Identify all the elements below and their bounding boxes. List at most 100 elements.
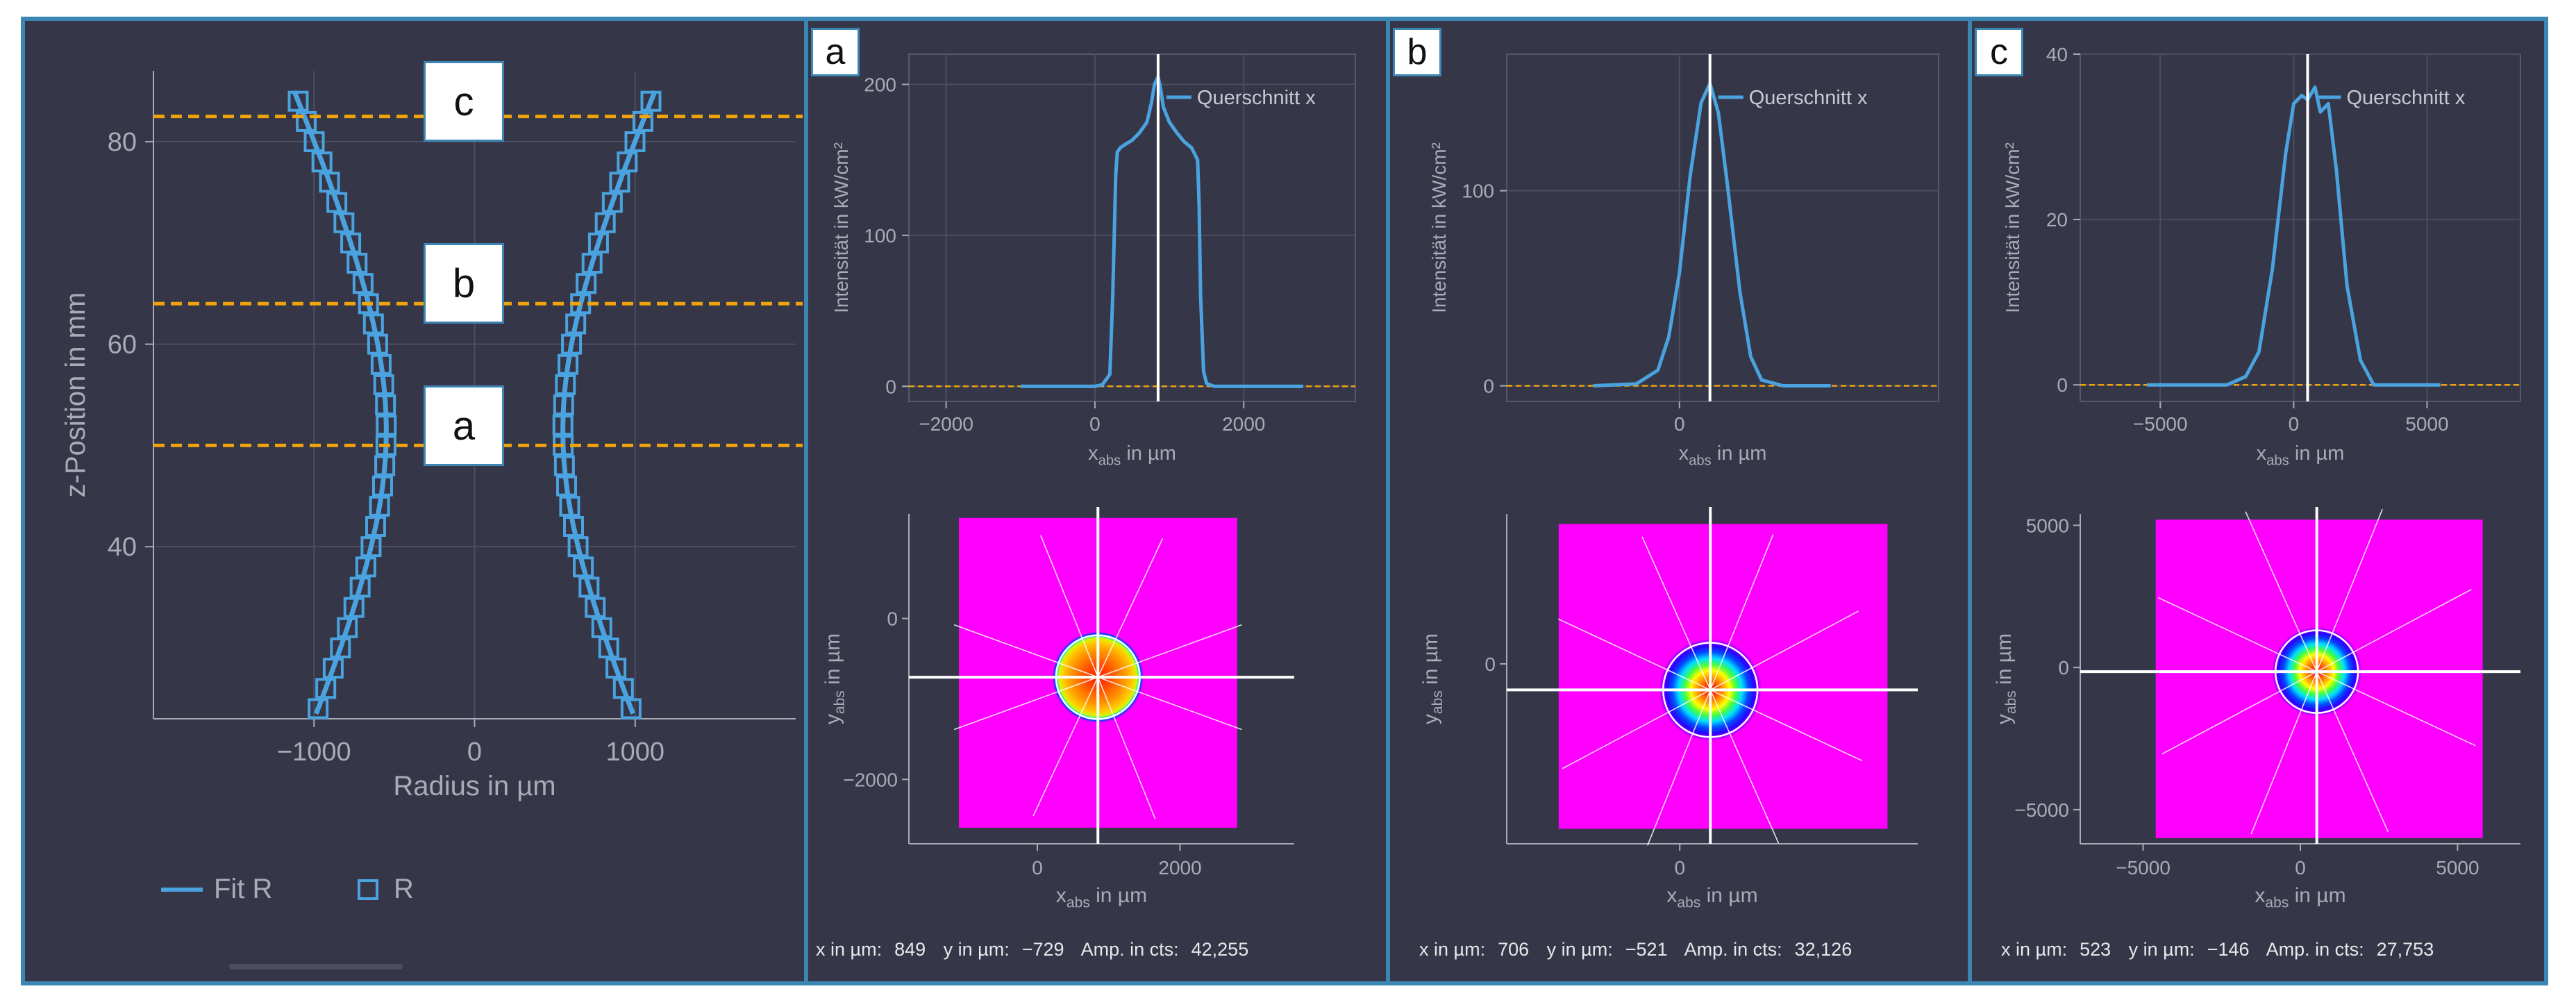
status-y-label: y in µm: bbox=[1546, 939, 1613, 960]
data-point-marker bbox=[322, 658, 344, 679]
x-tick-label: 1000 bbox=[605, 738, 664, 767]
x-axis-title: xabs in µm bbox=[2257, 442, 2345, 468]
profile-chart-a[interactable]: −2000 0 2000 0 100 200 Querschnitt x xabs in µm… bbox=[808, 21, 1386, 486]
data-point-marker bbox=[632, 110, 653, 132]
data-point-marker bbox=[365, 516, 386, 538]
caustic-chart[interactable]: −1000 0 1000 40 60 80 Radius in µm z-Position i… bbox=[25, 21, 803, 924]
x-tick-label: 2000 bbox=[1222, 413, 1265, 435]
data-point-marker bbox=[370, 353, 392, 375]
y-axis-title: yabs in µm bbox=[1419, 633, 1446, 724]
data-point-marker bbox=[591, 617, 612, 638]
profile-chart-b[interactable]: 0 0 100 Querschnitt x xabs in µm Intensität i… bbox=[1390, 21, 1968, 486]
y-tick-label: 0 bbox=[2057, 374, 2068, 396]
x-tick-label: 0 bbox=[1674, 413, 1685, 435]
data-point-marker bbox=[601, 192, 623, 213]
legend-label: Querschnitt x bbox=[1197, 87, 1316, 109]
data-point-marker bbox=[330, 637, 351, 658]
fit-line-icon bbox=[161, 887, 203, 892]
data-point-marker bbox=[352, 273, 374, 294]
data-point-marker bbox=[333, 212, 355, 233]
data-point-marker bbox=[373, 374, 394, 395]
beam-image-a[interactable]: 0 2000 0 −2000 xabs in µm yabs in µm bbox=[808, 507, 1386, 938]
status-x-label: x in µm: bbox=[816, 939, 883, 960]
data-point-marker bbox=[556, 475, 578, 497]
legend-item-points[interactable]: R bbox=[358, 874, 414, 905]
x-tick-label: −5000 bbox=[2116, 857, 2171, 879]
status-amp-value: 42,255 bbox=[1191, 939, 1249, 960]
data-point-marker bbox=[585, 597, 606, 618]
data-point-marker bbox=[349, 576, 371, 598]
data-point-marker bbox=[326, 192, 348, 213]
x-tick-label: 0 bbox=[1089, 413, 1101, 435]
x-tick-label: −2000 bbox=[919, 413, 973, 435]
y-tick-label: 40 bbox=[108, 533, 137, 562]
data-point-marker bbox=[340, 232, 362, 253]
y-tick-label: −2000 bbox=[843, 769, 898, 790]
data-point-marker bbox=[598, 637, 619, 658]
panel-separator bbox=[804, 17, 808, 985]
plane-marker-b: b bbox=[424, 243, 504, 324]
series-line-querschnitt-x bbox=[1593, 81, 1831, 388]
y-tick-label: 40 bbox=[2046, 44, 2068, 65]
data-point-marker bbox=[565, 313, 587, 335]
y-axis-title: z-Position in mm bbox=[60, 292, 91, 498]
x-tick-label: 2000 bbox=[1158, 857, 1201, 879]
x-tick-label: 0 bbox=[2295, 857, 2306, 879]
beam-image-c[interactable]: −5000 0 5000 5000 0 −5000 xabs in µm yabs in µm bbox=[1972, 507, 2548, 938]
panel-separator bbox=[1386, 17, 1390, 985]
legend-scrollbar[interactable] bbox=[229, 964, 403, 969]
data-point-marker bbox=[605, 658, 627, 679]
data-point-marker bbox=[374, 455, 396, 476]
legend-label: Querschnitt x bbox=[1749, 87, 1868, 109]
x-tick-label: −5000 bbox=[2133, 413, 2188, 435]
plane-marker-a: a bbox=[424, 385, 504, 466]
data-point-marker bbox=[287, 90, 309, 112]
x-tick-label: 5000 bbox=[2405, 413, 2448, 435]
beam-image-b[interactable]: 0 0 xabs in µm yabs in µm bbox=[1390, 507, 1968, 938]
y-tick-label: 0 bbox=[2058, 657, 2069, 679]
fit-curve-right bbox=[560, 90, 658, 715]
data-point-marker bbox=[367, 333, 388, 355]
x-tick-label: −1000 bbox=[277, 738, 351, 767]
data-point-marker bbox=[376, 415, 397, 436]
y-tick-label: 0 bbox=[885, 376, 896, 397]
status-y-label: y in µm: bbox=[943, 939, 1010, 960]
legend-item-fit[interactable]: Fit R bbox=[161, 874, 272, 905]
y-axis-title: Intensität in kW/cm² bbox=[830, 142, 852, 313]
data-point-marker bbox=[296, 110, 317, 132]
y-tick-label: 100 bbox=[864, 225, 896, 247]
plane-marker-c: c bbox=[424, 61, 504, 142]
x-axis-title: xabs in µm bbox=[1088, 442, 1176, 468]
y-tick-label: 60 bbox=[108, 331, 137, 360]
x-axis-title: xabs in µm bbox=[2255, 884, 2345, 911]
status-amp-label: Amp. in cts: bbox=[1684, 939, 1782, 960]
data-point-marker bbox=[624, 131, 646, 153]
y-tick-label: 0 bbox=[887, 608, 898, 630]
status-y-label: y in µm: bbox=[2128, 939, 2195, 960]
legend-points-label: R bbox=[394, 874, 414, 904]
data-point-marker bbox=[375, 394, 396, 416]
data-point-marker bbox=[369, 495, 390, 517]
data-point-marker bbox=[558, 353, 579, 375]
x-axis-title: Radius in µm bbox=[393, 771, 555, 801]
y-tick-label: −5000 bbox=[2014, 799, 2069, 821]
data-point-marker bbox=[343, 597, 365, 618]
data-point-marker bbox=[620, 698, 642, 719]
data-point-marker bbox=[308, 698, 329, 719]
data-point-marker bbox=[362, 313, 384, 335]
x-tick-label: 5000 bbox=[2436, 857, 2479, 879]
data-point-marker bbox=[594, 212, 616, 233]
data-point-marker bbox=[375, 435, 396, 456]
main-frame bbox=[21, 17, 2548, 985]
panel-label-b: b bbox=[1393, 28, 1441, 76]
profile-chart-c[interactable]: −5000 0 5000 0 20 40 Querschnitt x xabs in µm In… bbox=[1972, 21, 2548, 486]
y-tick-label: 200 bbox=[864, 74, 896, 95]
data-point-marker bbox=[578, 576, 600, 598]
status-x-label: x in µm: bbox=[1419, 939, 1486, 960]
status-x-value: 706 bbox=[1498, 939, 1530, 960]
y-tick-label: 20 bbox=[2046, 209, 2068, 231]
data-point-marker bbox=[555, 374, 576, 395]
data-point-marker bbox=[360, 536, 382, 558]
y-tick-label: 100 bbox=[1462, 181, 1494, 202]
y-tick-label: 5000 bbox=[2026, 515, 2069, 536]
